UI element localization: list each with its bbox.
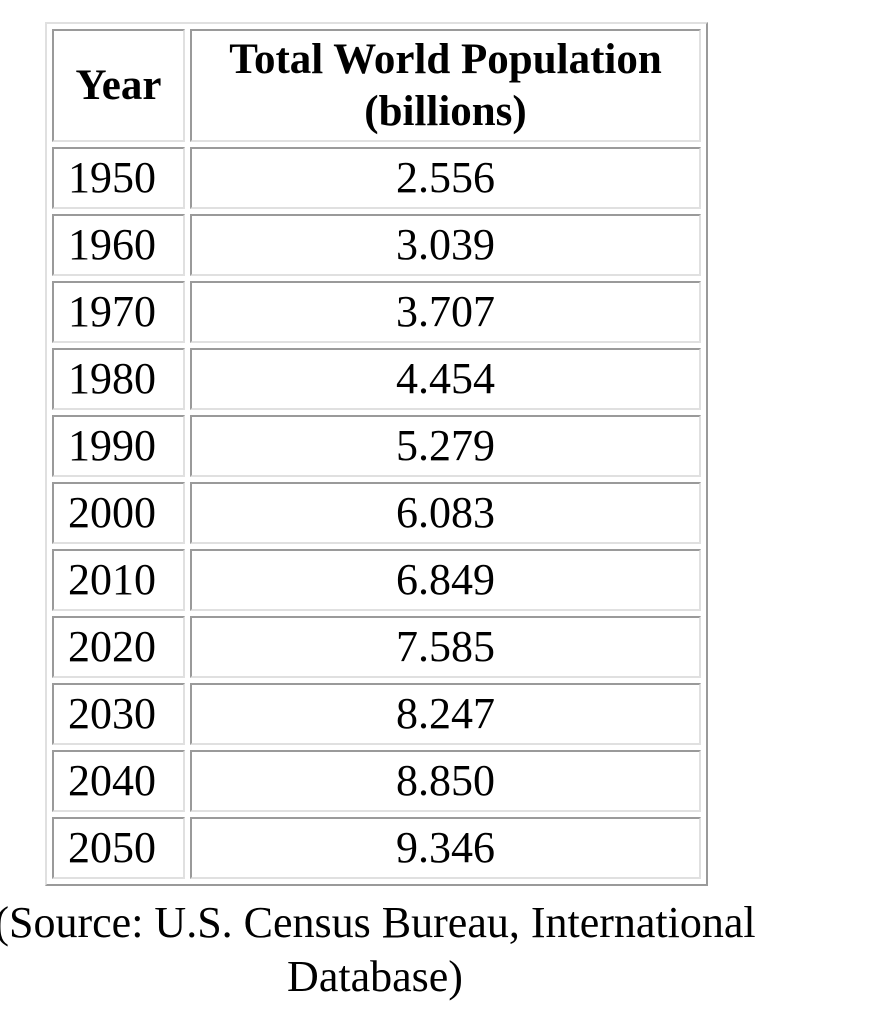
table-row: 2030 8.247 bbox=[52, 683, 701, 745]
table-row: 2050 9.346 bbox=[52, 817, 701, 879]
year-cell: 2030 bbox=[52, 683, 185, 745]
population-cell: 8.247 bbox=[190, 683, 701, 745]
population-cell: 5.279 bbox=[190, 415, 701, 477]
table-row: 2000 6.083 bbox=[52, 482, 701, 544]
year-cell: 2000 bbox=[52, 482, 185, 544]
population-cell: 6.083 bbox=[190, 482, 701, 544]
population-cell: 4.454 bbox=[190, 348, 701, 410]
caption: (Source: U.S. Census Bureau, Internation… bbox=[0, 898, 756, 1001]
population-cell: 7.585 bbox=[190, 616, 701, 678]
population-cell: 9.346 bbox=[190, 817, 701, 879]
population-cell: 8.850 bbox=[190, 750, 701, 812]
table-row: 2010 6.849 bbox=[52, 549, 701, 611]
header-cell: Total World Population (billions) bbox=[190, 29, 701, 142]
year-cell: 1970 bbox=[52, 281, 185, 343]
year-cell: 1990 bbox=[52, 415, 185, 477]
table-row: 1980 4.454 bbox=[52, 348, 701, 410]
population-table: Year Total World Population (billions) 1… bbox=[45, 22, 708, 886]
table-row: 1990 5.279 bbox=[52, 415, 701, 477]
table-row: 2020 7.585 bbox=[52, 616, 701, 678]
year-cell: 2010 bbox=[52, 549, 185, 611]
table-row: 2040 8.850 bbox=[52, 750, 701, 812]
table-row: 1970 3.707 bbox=[52, 281, 701, 343]
table-row: 1960 3.039 bbox=[52, 214, 701, 276]
table-row: 1950 2.556 bbox=[52, 147, 701, 209]
population-cell: 3.707 bbox=[190, 281, 701, 343]
year-cell: 2040 bbox=[52, 750, 185, 812]
year-cell: 1960 bbox=[52, 214, 185, 276]
year-cell: 1950 bbox=[52, 147, 185, 209]
year-cell: 2020 bbox=[52, 616, 185, 678]
header-cell: Year bbox=[52, 29, 185, 142]
table-body: 1950 2.556 1960 3.039 1970 3.707 1980 4.454 1990… bbox=[52, 147, 701, 879]
header-row: Year Total World Population (billions) bbox=[52, 29, 701, 142]
population-cell: 3.039 bbox=[190, 214, 701, 276]
year-cell: 2050 bbox=[52, 817, 185, 879]
population-cell: 2.556 bbox=[190, 147, 701, 209]
population-cell: 6.849 bbox=[190, 549, 701, 611]
year-cell: 1980 bbox=[52, 348, 185, 410]
